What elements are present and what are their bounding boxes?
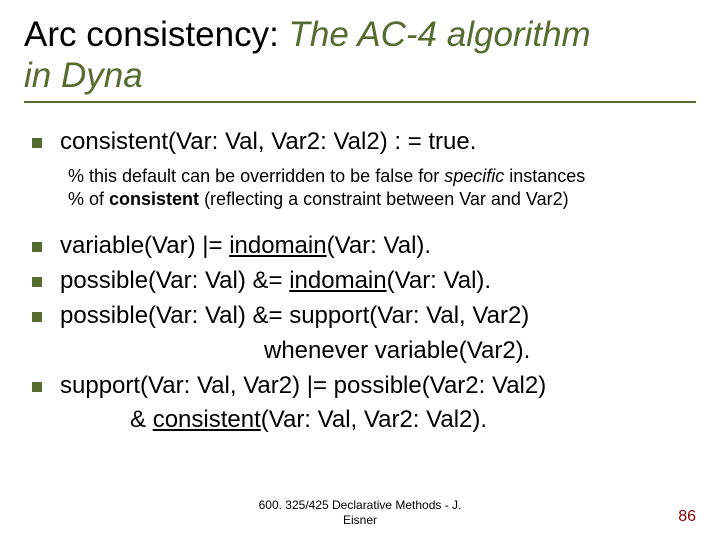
b2-post: (Var: Val). [327,232,431,259]
b5c-pre: & [130,406,153,433]
footer-line-1: 600. 325/425 Declarative Methods - J. [0,498,720,513]
bullet-4: possible(Var: Val) &= support(Var: Val, … [32,299,696,334]
bullet-5: support(Var: Val, Var2) |= possible(Var2… [32,369,696,404]
bullet-list: consistent(Var: Val, Var2: Val2) : = tru… [24,125,696,439]
footer: 600. 325/425 Declarative Methods - J. Ei… [0,498,720,528]
comment-line-2: % of consistent (reflecting a constraint… [68,188,696,211]
bullet-5-cont: & consistent(Var: Val, Var2: Val2). [68,403,696,438]
bullet-marker [32,242,42,252]
comment-block: % this default can be overridden to be f… [68,165,696,211]
bullet-marker [32,312,42,322]
comment-1-prefix: % this default can be overridden to be f… [68,166,444,186]
bullet-3-text: possible(Var: Val) &= indomain(Var: Val)… [60,264,491,299]
title-italic-1: The AC-4 algorithm [289,15,591,54]
b5c-underline: consistent [153,406,261,433]
b5c-post: (Var: Val, Var2: Val2). [261,406,487,433]
b3-post: (Var: Val). [387,267,491,294]
bullet-4-text: possible(Var: Val) &= support(Var: Val, … [60,299,529,334]
comment-line-1: % this default can be overridden to be f… [68,165,696,188]
bullet-4-cont: whenever variable(Var2). [68,334,696,369]
bullet-5-text: support(Var: Val, Var2) |= possible(Var2… [60,369,546,404]
comment-2-bold: consistent [109,189,199,209]
bullet-2-text: variable(Var) |= indomain(Var: Val). [60,229,431,264]
bullet-2: variable(Var) |= indomain(Var: Val). [32,229,696,264]
bullet-1-text: consistent(Var: Val, Var2: Val2) : = tru… [60,125,476,160]
title-plain: Arc consistency: [24,15,289,54]
b3-underline: indomain [289,267,386,294]
bullet-3: possible(Var: Val) &= indomain(Var: Val)… [32,264,696,299]
title-line-1: Arc consistency: The AC-4 algorithm [24,14,696,55]
bullet-marker [32,138,42,148]
footer-line-2: Eisner [0,513,720,528]
title-line-2: in Dyna [24,55,696,96]
comment-2-suffix: (reflecting a constraint between Var and… [199,189,569,209]
bullet-marker [32,382,42,392]
b2-underline: indomain [229,232,326,259]
title-italic-2: in Dyna [24,56,143,95]
b3-pre: possible(Var: Val) &= [60,267,289,294]
comment-1-suffix: instances [504,166,585,186]
title-block: Arc consistency: The AC-4 algorithm in D… [24,14,696,103]
comment-2-prefix: % of [68,189,109,209]
comment-1-em: specific [444,166,504,186]
b2-pre: variable(Var) |= [60,232,229,259]
slide: Arc consistency: The AC-4 algorithm in D… [0,0,720,540]
bullet-marker [32,277,42,287]
bullet-1: consistent(Var: Val, Var2: Val2) : = tru… [32,125,696,160]
page-number: 86 [678,508,696,526]
